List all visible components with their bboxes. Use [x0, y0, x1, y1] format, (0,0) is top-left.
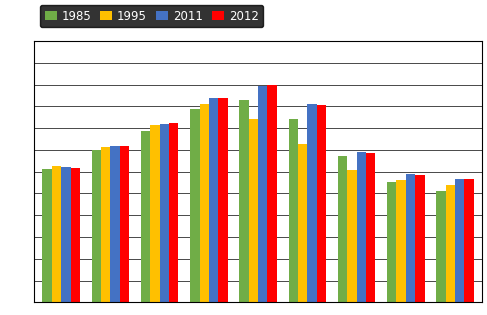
Bar: [415, 175, 425, 302]
Bar: [267, 84, 277, 302]
Bar: [289, 119, 298, 302]
Bar: [347, 170, 356, 302]
Bar: [249, 119, 258, 302]
Bar: [366, 152, 375, 302]
Bar: [150, 125, 160, 302]
Bar: [298, 144, 307, 302]
Bar: [141, 131, 150, 302]
Bar: [465, 179, 474, 302]
Bar: [92, 150, 101, 302]
Bar: [356, 152, 366, 302]
Bar: [160, 124, 169, 302]
Bar: [240, 100, 249, 302]
Bar: [190, 109, 200, 302]
Bar: [218, 98, 227, 302]
Bar: [258, 86, 267, 302]
Bar: [111, 146, 120, 302]
Bar: [396, 180, 406, 302]
Bar: [446, 185, 455, 302]
Bar: [42, 169, 52, 302]
Bar: [436, 191, 446, 302]
Bar: [406, 174, 415, 302]
Bar: [52, 166, 61, 302]
Bar: [307, 104, 317, 302]
Bar: [71, 168, 80, 302]
Bar: [101, 147, 111, 302]
Bar: [209, 98, 218, 302]
Bar: [387, 182, 396, 302]
Legend: 1985, 1995, 2011, 2012: 1985, 1995, 2011, 2012: [40, 5, 263, 27]
Bar: [169, 123, 178, 302]
Bar: [61, 167, 71, 302]
Bar: [317, 106, 326, 302]
Bar: [455, 179, 465, 302]
Bar: [200, 104, 209, 302]
Bar: [338, 156, 347, 302]
Bar: [120, 146, 129, 302]
